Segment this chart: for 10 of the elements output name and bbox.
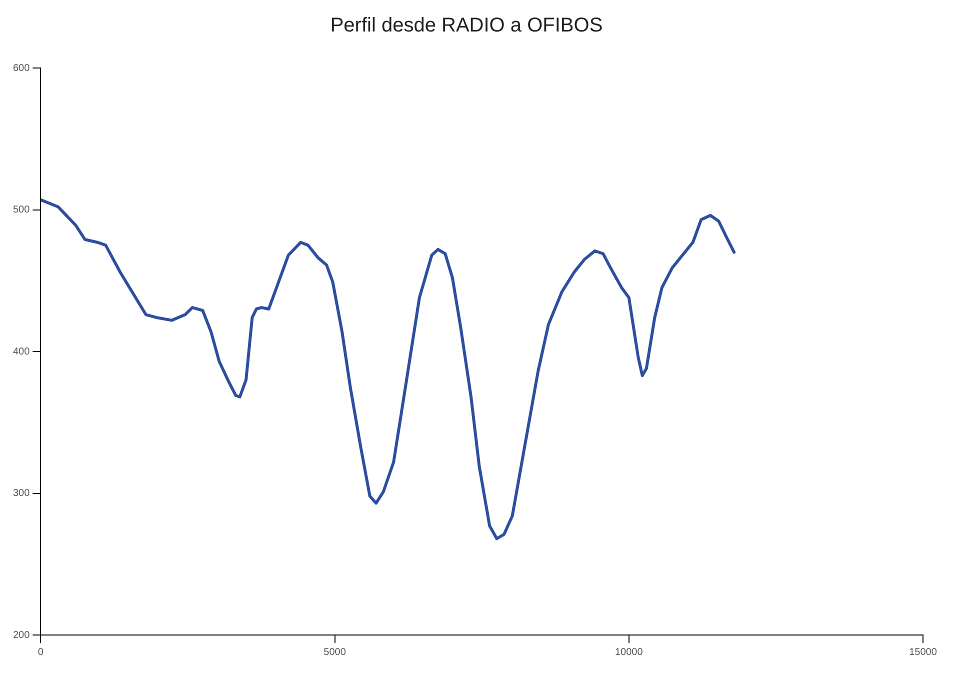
y-tick-label: 500 [12,204,30,216]
x-tick-label: 5000 [324,646,346,658]
chart-title: Perfil desde RADIO a OFIBOS [330,14,603,37]
x-tick-label: 15000 [909,646,938,658]
y-tick-label: 600 [12,62,30,74]
y-tick-label: 200 [12,630,30,641]
y-tick-label: 400 [12,346,30,358]
x-tick-label: 10000 [614,646,644,658]
y-tick-label: 300 [12,488,30,499]
x-tick-label: 0 [38,646,44,658]
